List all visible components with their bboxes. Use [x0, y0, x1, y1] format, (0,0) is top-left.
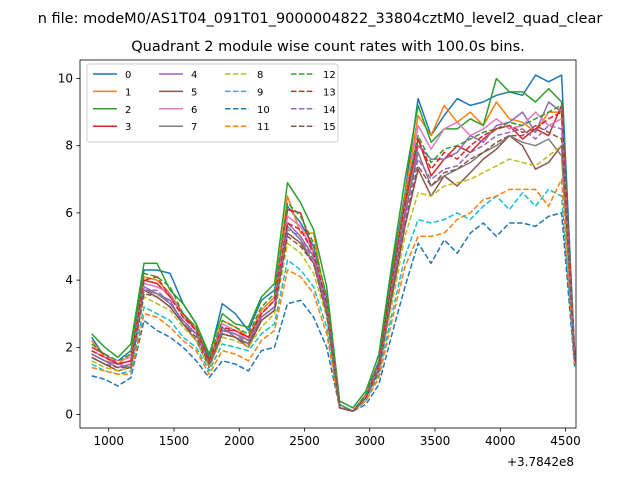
legend-label-14: 14 [323, 105, 336, 116]
series-line-10 [91, 212, 576, 412]
legend-label-1: 1 [125, 87, 131, 98]
legend-label-12: 12 [323, 70, 336, 81]
series-line-15 [91, 124, 576, 412]
legend-label-4: 4 [191, 70, 197, 81]
legend-label-2: 2 [125, 105, 131, 116]
legend-label-5: 5 [191, 87, 197, 98]
legend-label-3: 3 [125, 122, 131, 133]
series-line-9 [91, 188, 576, 412]
legend-label-7: 7 [191, 122, 197, 133]
series-line-11 [91, 178, 576, 412]
legend-label-9: 9 [257, 87, 263, 98]
x-tick-label: 3000 [354, 434, 385, 448]
axes-frame [79, 59, 577, 429]
legend-label-13: 13 [323, 87, 336, 98]
y-tick-label: 2 [65, 340, 73, 354]
figure-suptitle: n file: modeM0/AS1T04_091T01_9000004822_… [38, 11, 603, 27]
legend-label-11: 11 [257, 122, 270, 133]
x-tick-label: 1500 [159, 434, 190, 448]
y-tick-label: 10 [58, 71, 73, 85]
x-axis-offset-label: +3.7842e8 [507, 455, 574, 469]
series-line-2 [91, 77, 576, 409]
x-tick-label: 1000 [93, 434, 124, 448]
legend-label-6: 6 [191, 105, 197, 116]
legend-label-10: 10 [257, 105, 270, 116]
x-tick-label: 2500 [289, 434, 320, 448]
x-tick-label: 3500 [420, 434, 451, 448]
x-tick-label: 4500 [550, 434, 581, 448]
series-group [91, 74, 576, 412]
legend-label-0: 0 [125, 70, 131, 81]
series-line-8 [91, 144, 576, 412]
legend-label-15: 15 [323, 122, 336, 133]
y-tick-label: 8 [65, 139, 73, 153]
x-tick-label: 2000 [224, 434, 255, 448]
legend-box [86, 63, 339, 143]
chart-title: Quadrant 2 module wise count rates with … [131, 39, 525, 55]
x-tick-label: 4000 [485, 434, 516, 448]
y-tick-label: 4 [65, 273, 73, 287]
y-tick-label: 6 [65, 206, 73, 220]
y-tick-label: 0 [65, 408, 73, 422]
legend-label-8: 8 [257, 70, 263, 81]
